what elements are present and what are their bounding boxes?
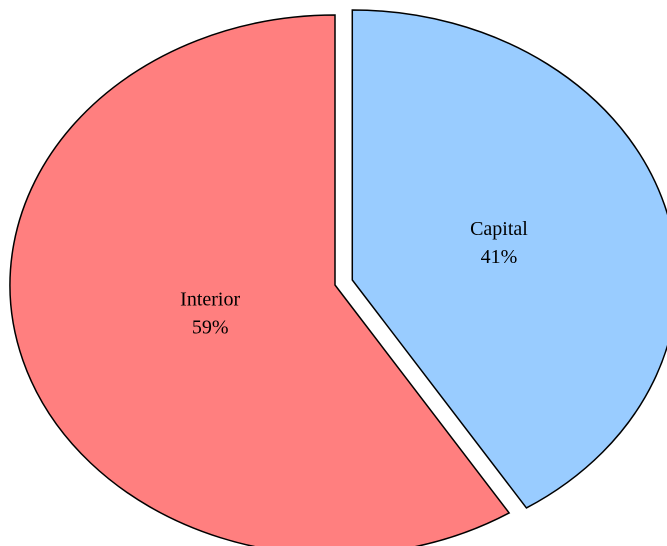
slice-value-label: 59%	[192, 317, 229, 339]
slice-name-label: Interior	[180, 289, 240, 311]
slice-value-label: 41%	[481, 246, 518, 268]
pie-slice	[351, 9, 667, 509]
pie-slice	[9, 14, 511, 546]
slice-name-label: Capital	[470, 218, 528, 240]
